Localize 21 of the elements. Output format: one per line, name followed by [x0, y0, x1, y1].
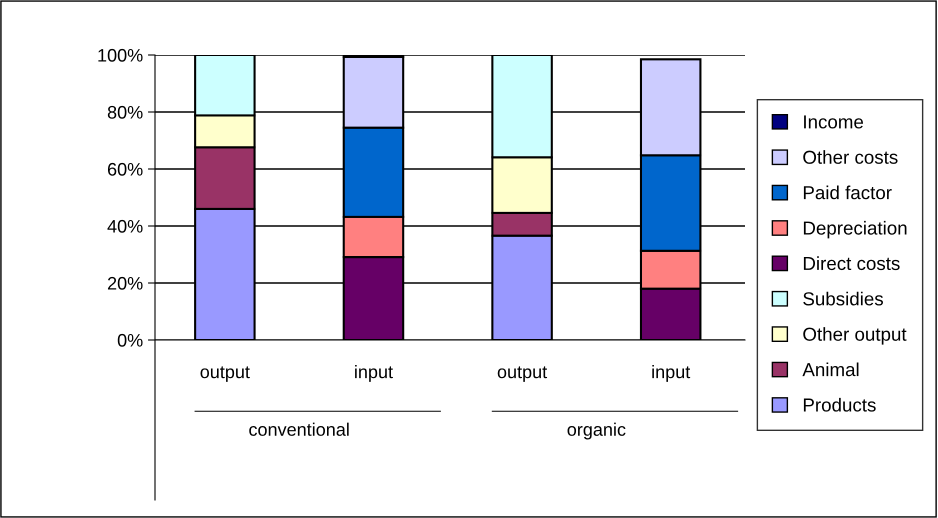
legend-label: Other costs: [803, 150, 898, 164]
legend-label: Depreciation: [804, 220, 906, 238]
text: organic: [568, 422, 626, 440]
y-tick-label: 80%: [108, 106, 143, 119]
y-tick-label: 60%: [108, 162, 143, 176]
x-tick-label: input: [652, 365, 690, 382]
y-tick-label: 40%: [107, 220, 143, 233]
legend-label: Other output: [803, 327, 906, 345]
x-tick-label: input: [355, 365, 393, 382]
y-tick-label: 0%: [118, 334, 143, 347]
x-tick-label: output: [200, 366, 250, 382]
legend-label: Paid factor: [804, 186, 892, 200]
legend-label: Products: [804, 398, 876, 412]
text: conventional: [249, 422, 349, 436]
legend-label: Direct costs: [804, 256, 900, 270]
legend-label: Animal: [802, 362, 858, 376]
x-tick-label: output: [498, 366, 548, 382]
y-tick-label: 100%: [98, 48, 143, 62]
legend-label: Subsidies: [803, 292, 883, 306]
y-tick-label: 20%: [108, 276, 143, 290]
legend-label: Income: [804, 115, 864, 129]
